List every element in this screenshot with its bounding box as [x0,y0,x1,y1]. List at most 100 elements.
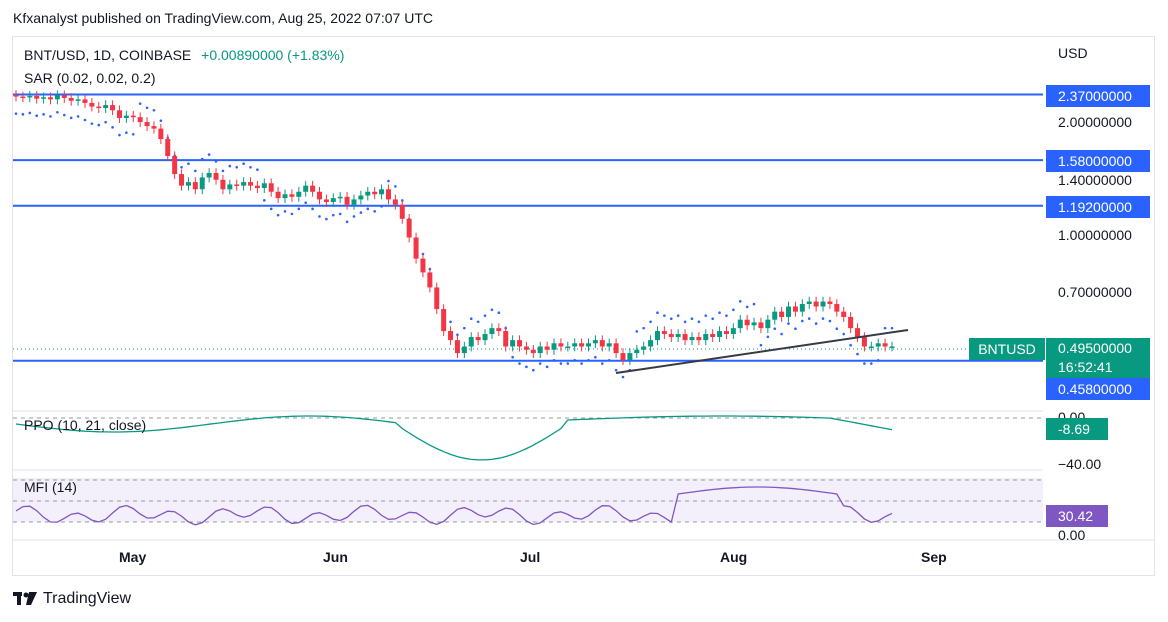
sar-dot [725,314,728,317]
sar-dot [104,120,107,124]
candle-body [406,218,412,238]
candle-body [496,328,502,332]
mfi-legend[interactable]: MFI (14) [24,479,77,495]
sar-dot [21,113,25,116]
sar-dot [28,111,32,115]
candle-body [434,287,440,310]
level-tag-0458: 0.45800000 [1046,378,1150,400]
sar-dot [325,217,328,221]
sar-dot [97,123,101,127]
sar-dot [56,110,59,114]
sar-dot [883,326,887,330]
candle-body [875,343,881,347]
candle-body [613,343,619,354]
chart-frame[interactable] [12,36,1155,576]
candle-body [13,94,19,97]
tradingview-footer[interactable]: TradingView [13,590,131,608]
candle-body [606,343,612,347]
sar-dot [656,311,659,315]
candle-body [282,194,288,199]
candle-body [579,343,585,347]
sar-dot [311,207,314,211]
sar-dot [580,362,583,365]
candle-body [634,349,640,354]
candle-body [710,334,716,338]
sar-dot [814,322,818,325]
sar-dot [380,205,383,208]
symbol-legend[interactable]: BNT/USD, 1D, COINBASE +0.00890000 (+1.83… [24,47,344,63]
sar-dot [242,162,245,166]
candle-body [227,184,233,190]
sar-dot [283,210,287,213]
sar-dot [180,165,183,169]
candle-body [254,185,260,189]
sar-dot [587,359,590,362]
candle-body [572,343,578,347]
candle-body [392,199,398,205]
candle-body [744,319,750,326]
candle-body [482,334,488,341]
sar-dot [821,317,825,320]
candle-body [855,328,861,338]
candle-body [489,328,495,335]
candle-body [296,191,302,197]
candle-body [275,191,281,199]
mfi-value-tag: 30.42 [1046,505,1108,527]
sar-dot [594,355,597,359]
sar-legend[interactable]: SAR (0.02, 0.02, 0.2) [24,70,156,86]
ppo-legend[interactable]: PPO (10, 21, close) [24,417,147,433]
time-label-aug: Aug [720,549,748,565]
sar-dot [614,368,618,372]
candle-body [54,95,60,100]
sar-dot [366,207,370,211]
candle-body [303,185,309,192]
candle-body [358,195,364,200]
candle-body [620,353,626,360]
candle-body [841,311,847,317]
candle-body [220,179,226,190]
sar-dot [842,332,846,336]
candle-body [592,340,598,344]
candle-body [689,337,695,341]
sar-dot [373,210,376,213]
candle-body [344,196,350,205]
sar-dot [649,320,652,324]
candle-body [385,189,391,200]
candle-body [758,322,764,329]
mfi-tick: 0.00 [1058,527,1086,543]
candle-body [668,334,674,338]
candle-body [192,182,198,190]
sar-dot [263,199,266,202]
sar-dot [690,317,694,320]
candle-body [399,204,405,219]
sar-dot [870,362,873,365]
sar-dot [14,112,18,115]
sar-dot [573,359,577,362]
sar-dot [738,300,742,303]
price-change: +0.00890000 (+1.83%) [201,47,345,63]
candle-body [179,174,185,186]
sar-dot [566,362,570,365]
sar-dot [663,314,666,317]
sar-dot [766,335,770,339]
sar-dot [249,165,252,169]
candle-body [503,331,509,347]
footer-brand: TradingView [43,590,132,607]
candle-body [510,340,516,347]
ppo-value-tag: -8.69 [1046,418,1108,440]
trendline[interactable] [615,329,909,374]
sar-dot [331,213,335,217]
sar-dot [228,164,232,168]
sar-dot [511,355,514,359]
sar-dot [856,352,859,356]
candle-body [310,185,316,192]
candle-body [813,301,819,307]
sar-dot [497,311,501,315]
candle-body [365,191,371,196]
candle-body [289,194,295,197]
sar-dot [635,330,639,333]
sar-dot [545,365,549,369]
candle-body [116,110,122,119]
sar-dot [159,119,163,123]
